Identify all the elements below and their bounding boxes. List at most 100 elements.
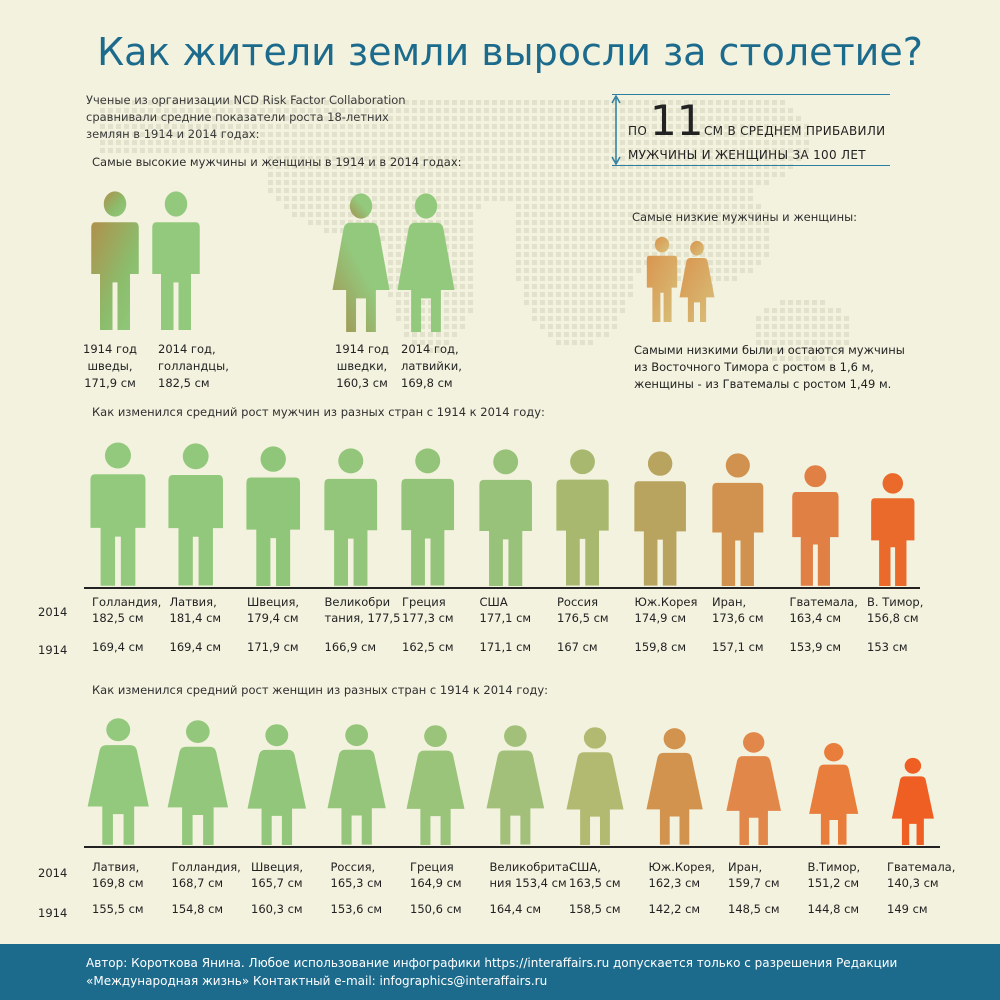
country-name-line: Россия, (330, 860, 376, 874)
caption-line: 160,3 см (336, 376, 388, 390)
stat-number: 11 (650, 96, 704, 145)
woman-icon-2014-latvians (395, 192, 457, 332)
footer-line: «Международная жизнь» Контактный e-mail:… (86, 974, 548, 988)
country-name-line: Латвия, (169, 595, 217, 609)
country-name-line: В. Тимор, (867, 595, 924, 609)
country-name-line: США, (569, 860, 601, 874)
caption-line: 182,5 см (158, 376, 210, 390)
caption-line: 2014 год, (401, 342, 459, 356)
country-name: Россия 176,5 см (557, 594, 609, 626)
country-name-line: Юж.Корея (634, 595, 698, 609)
country-name: Юж.Корея, 162,3 см (649, 859, 716, 891)
shortest-line: Самыми низкими были и остаются мужчины (634, 343, 905, 357)
man-icon-10 (870, 472, 916, 586)
shortest-heading: Самые низкие мужчины и женщины: (632, 210, 858, 224)
caption-line: голландцы, (158, 359, 229, 373)
footer-bar: Автор: Короткова Янина. Любое использова… (0, 944, 1000, 1000)
country-name-line: ния 153,4 см (489, 876, 567, 890)
value-1914: 160,3 см (251, 902, 303, 916)
country-name: США, 163,5 см (569, 859, 621, 891)
country-name-line: 179,4 см (247, 611, 299, 625)
women-row-label-1914: 1914 (38, 906, 68, 920)
country-name-line: 182,5 см (92, 611, 144, 625)
value-1914: 153,9 см (789, 640, 842, 654)
country-name-line: 165,3 см (330, 876, 383, 890)
value-1914: 153,6 см (330, 902, 383, 916)
woman-icon-1914-swedes (330, 192, 392, 332)
country-name-line: 156,8 см (867, 611, 919, 625)
value-1914: 149 см (887, 902, 928, 916)
woman-icon-4 (404, 724, 467, 845)
value-1914: 169,4 см (169, 640, 222, 654)
value-1914: 144,8 см (807, 902, 860, 916)
women-heading: Как изменился средний рост женщин из раз… (92, 683, 549, 697)
country-name-line: В.Тимор, (807, 860, 861, 874)
man-icon-1 (167, 442, 224, 586)
stat-line2: МУЖЧИНЫ И ЖЕНЩИНЫ ЗА 100 ЛЕТ (628, 148, 866, 162)
country-name-line: 177,1 см (479, 611, 532, 625)
footer-text: Автор: Короткова Янина. Любое использова… (86, 954, 897, 990)
woman-icon-9 (807, 742, 860, 845)
man-icon-7 (633, 450, 687, 586)
woman-icon-shortest (678, 240, 716, 322)
country-name-line: 181,4 см (169, 611, 222, 625)
country-name: США 177,1 см (480, 594, 532, 626)
value-1914: 150,6 см (410, 902, 462, 916)
value-1914: 171,1 см (479, 640, 532, 654)
woman-icon-2 (245, 723, 309, 845)
country-name: Иран, 173,6 см (712, 594, 764, 626)
value-1914: 167 см (557, 640, 598, 654)
value-1914: 158,5 см (569, 902, 621, 916)
value-1914: 171,9 см (247, 640, 299, 654)
woman-icon-0 (85, 717, 151, 845)
stat-top-rule (612, 94, 890, 95)
men-row-label-1914: 1914 (38, 643, 68, 657)
value-1914: 154,8 см (171, 902, 224, 916)
country-name-line: Швеция, (247, 595, 300, 609)
country-name-line: 151,2 см (807, 876, 860, 890)
value-1914: 166,9 см (324, 640, 377, 654)
man-icon-5 (478, 448, 533, 586)
tallest-caption: 2014 год, голландцы, 182,5 см (158, 341, 229, 392)
intro-line: Ученые из организации NCD Risk Factor Co… (86, 93, 406, 107)
country-name: Голландия, 182,5 см (92, 594, 161, 626)
caption-line: 1914 год (83, 342, 137, 356)
value-1914: 142,2 см (648, 902, 701, 916)
woman-icon-8 (724, 731, 783, 845)
country-name: Швеция, 165,7 см (251, 859, 303, 891)
page-title: Как жители земли выросли за столетие? (97, 30, 923, 74)
country-name: Греция 164,9 см (410, 859, 462, 891)
caption-line: 2014 год, (158, 342, 216, 356)
value-1914: 148,5 см (728, 902, 780, 916)
country-name-line: 164,9 см (410, 876, 462, 890)
country-name-line: Гватемала, (789, 595, 858, 609)
country-name-line: 159,7 см (728, 876, 780, 890)
woman-icon-3 (325, 723, 388, 845)
caption-line: шведки, (336, 359, 388, 373)
intro-line: сравнивали средние показатели роста 18-л… (86, 110, 389, 124)
country-name-line: тания, 177,5 (324, 611, 401, 625)
country-name: Гватемала, 140,3 см (887, 859, 955, 891)
country-name-line: 173,6 см (712, 611, 764, 625)
country-name-line: Иран, (712, 595, 747, 609)
country-name: Россия, 165,3 см (331, 859, 383, 891)
tallest-caption: 1914 год шведы, 171,9 см (82, 341, 138, 392)
man-icon-2 (245, 445, 301, 586)
caption-line: 171,9 см (84, 376, 136, 390)
value-1914: 162,5 см (402, 640, 454, 654)
men-baseline (84, 587, 920, 589)
country-name-line: 177,3 см (402, 611, 454, 625)
man-icon-2014-dutch (151, 190, 201, 330)
woman-icon-6 (564, 726, 626, 845)
country-name-line: Греция (410, 860, 454, 874)
value-1914: 153 см (867, 640, 908, 654)
shortest-line: женщины - из Гватемалы с ростом 1,49 м. (634, 377, 892, 391)
country-name-line: Россия (557, 595, 599, 609)
woman-icon-10 (890, 757, 936, 845)
man-icon-1914-swedes (90, 190, 140, 330)
country-name-line: 162,3 см (648, 876, 701, 890)
country-name-line: 163,4 см (789, 611, 842, 625)
man-icon-0 (89, 441, 147, 586)
country-name: Латвия, 169,8 см (92, 859, 144, 891)
tallest-caption: 2014 год, латвийки, 169,8 см (401, 341, 462, 392)
